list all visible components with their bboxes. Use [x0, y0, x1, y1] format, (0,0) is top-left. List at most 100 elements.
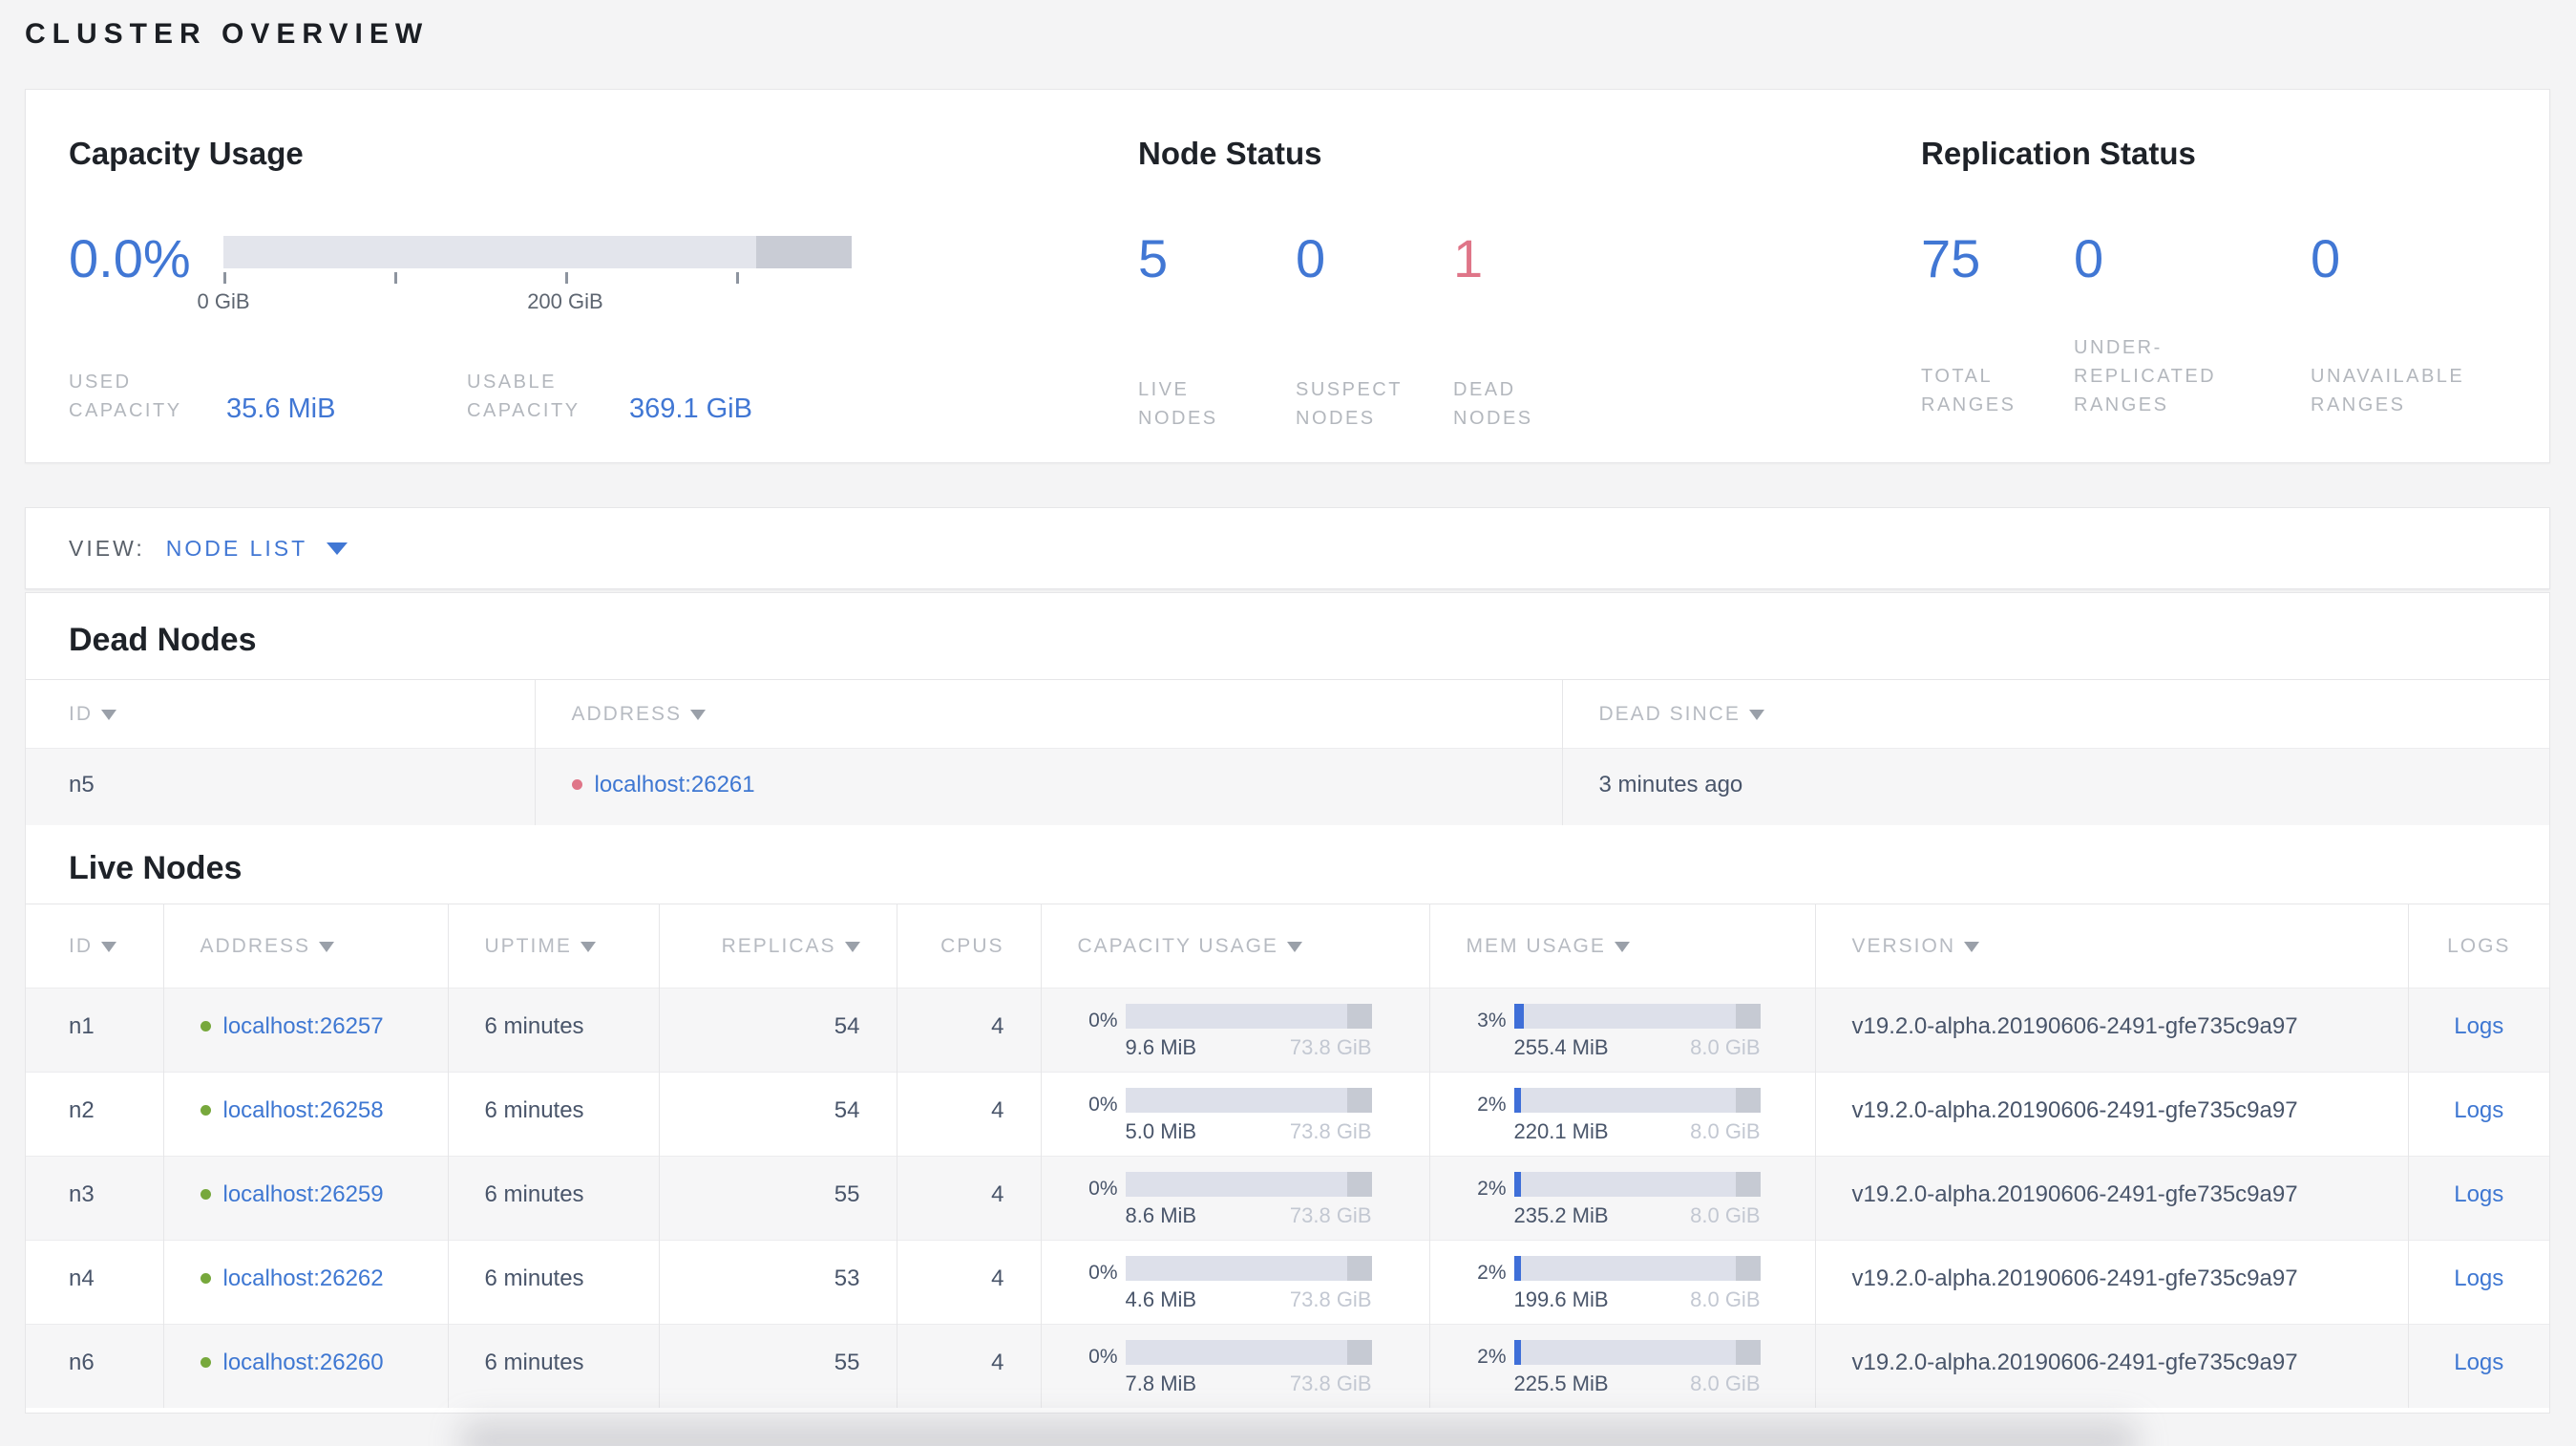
live-node-address-link[interactable]: localhost:26258	[222, 1096, 384, 1123]
live-node-logs-cell: Logs	[2407, 1324, 2549, 1408]
live-node-address-cell: localhost:26259	[162, 1156, 448, 1240]
suspect-nodes-count: 0	[1296, 228, 1326, 288]
capacity-axis-ticks	[223, 272, 852, 287]
axis-tick	[223, 272, 226, 284]
capacity-usage-section: Capacity Usage 0.0% 0 GiB	[26, 90, 1138, 462]
page-title: CLUSTER OVERVIEW	[25, 18, 430, 50]
live-node-cpus: 4	[896, 1240, 1041, 1324]
used-capacity-label: USED CAPACITY	[69, 372, 182, 421]
live-nodes-table: ID ADDRESS UPTIME REPLICAS CPUS CAPACITY…	[26, 904, 2549, 1408]
live-node-address-cell: localhost:26260	[162, 1324, 448, 1408]
axis-tick	[564, 272, 568, 284]
sort-desc-icon	[1964, 941, 1980, 952]
live-col-capacity[interactable]: CAPACITY USAGE	[1040, 904, 1429, 988]
total-ranges-count: 75	[1921, 228, 1981, 288]
view-dropdown[interactable]: NODE LIST	[166, 536, 348, 562]
unavailable-ranges-label: UNAVAILABLE RANGES	[2311, 366, 2465, 415]
sort-desc-icon	[1748, 710, 1764, 720]
live-node-id: n2	[69, 1096, 95, 1123]
live-node-replicas: 54	[658, 988, 897, 1072]
mem-total-value: 8.0 GiB	[1690, 1287, 1761, 1311]
unavailable-ranges-count: 0	[2311, 228, 2341, 288]
axis-tick	[393, 272, 397, 284]
capacity-percent-label: 0%	[1088, 1345, 1118, 1368]
capacity-percent-label: 0%	[1088, 1009, 1118, 1031]
live-col-version[interactable]: VERSION	[1814, 904, 2408, 988]
mem-bar-cap-segment	[1735, 1255, 1761, 1281]
capacity-mini-bar	[1125, 1255, 1372, 1281]
mem-mini-bar	[1513, 1339, 1761, 1365]
node-status-title: Node Status	[1138, 136, 1322, 171]
live-col-replicas[interactable]: REPLICAS	[658, 904, 897, 988]
logs-link[interactable]: Logs	[2454, 1349, 2504, 1375]
axis-tick-label: 0 GiB	[197, 289, 250, 313]
dead-nodes-count: 1	[1453, 228, 1484, 288]
capacity-percent-label: 0%	[1088, 1261, 1118, 1284]
live-col-address[interactable]: ADDRESS	[162, 904, 448, 988]
capacity-total-value: 73.8 GiB	[1289, 1371, 1372, 1395]
logs-link[interactable]: Logs	[2454, 1265, 2504, 1291]
live-node-address-link[interactable]: localhost:26257	[222, 1012, 384, 1039]
live-status-dot-icon	[200, 1020, 211, 1031]
capacity-total-value: 73.8 GiB	[1289, 1202, 1372, 1227]
mem-used-value: 225.5 MiB	[1513, 1371, 1609, 1395]
live-status-dot-icon	[200, 1356, 211, 1368]
live-col-id[interactable]: ID	[26, 904, 163, 988]
mem-used-value: 235.2 MiB	[1513, 1202, 1609, 1227]
logs-link[interactable]: Logs	[2454, 1012, 2504, 1039]
capacity-used-value: 8.6 MiB	[1125, 1202, 1197, 1227]
mem-used-value: 255.4 MiB	[1513, 1034, 1609, 1059]
dead-node-dead-since: 3 minutes ago	[1561, 748, 2549, 825]
live-node-uptime: 6 minutes	[447, 1324, 659, 1408]
sort-desc-icon	[101, 710, 116, 720]
mem-total-value: 8.0 GiB	[1690, 1118, 1761, 1143]
capacity-mini-bar	[1125, 1171, 1372, 1197]
mem-bar-cap-segment	[1735, 1003, 1761, 1029]
replication-status-title: Replication Status	[1921, 136, 2196, 171]
live-col-cpus[interactable]: CPUS	[896, 904, 1041, 988]
live-node-cpus: 4	[896, 1156, 1041, 1240]
live-node-address-link[interactable]: localhost:26259	[222, 1180, 384, 1207]
mem-percent-label: 2%	[1477, 1345, 1507, 1368]
capacity-percent-label: 0%	[1088, 1177, 1118, 1200]
dead-node-address-link[interactable]: localhost:26261	[594, 772, 755, 797]
mem-percent-label: 2%	[1477, 1177, 1507, 1200]
capacity-percent-label: 0%	[1088, 1093, 1118, 1116]
live-node-replicas: 53	[658, 1240, 897, 1324]
live-node-row: n2 localhost:26258 6 minutes 54 4 0% 5.0…	[26, 1072, 2549, 1156]
capacity-bar-cap-segment	[1346, 1255, 1372, 1281]
mem-bar-cap-segment	[1735, 1171, 1761, 1197]
dead-nodes-header-row: ID ADDRESS DEAD SINCE	[26, 679, 2549, 749]
sort-desc-icon	[844, 941, 860, 952]
live-node-logs-cell: Logs	[2407, 1156, 2549, 1240]
live-node-address-link[interactable]: localhost:26260	[222, 1349, 384, 1375]
logs-link[interactable]: Logs	[2454, 1180, 2504, 1207]
live-col-uptime[interactable]: UPTIME	[447, 904, 659, 988]
dead-col-dead-since[interactable]: DEAD SINCE	[1561, 679, 2549, 749]
live-node-mem-cell: 2% 220.1 MiB 8.0 GiB	[1428, 1072, 1815, 1156]
live-node-replicas: 55	[658, 1324, 897, 1408]
logs-link[interactable]: Logs	[2454, 1096, 2504, 1123]
total-ranges-label: TOTAL RANGES	[1921, 366, 2016, 415]
dead-col-id[interactable]: ID	[26, 680, 535, 749]
capacity-bar-cap-segment	[1346, 1087, 1372, 1113]
sort-desc-icon	[101, 941, 116, 952]
mem-bar-cap-segment	[1735, 1339, 1761, 1365]
chevron-down-icon	[327, 542, 348, 555]
live-node-uptime: 6 minutes	[447, 988, 659, 1072]
capacity-usage-bar-chart: 0 GiB 200 GiB	[197, 236, 852, 320]
mem-bar-fill	[1513, 1171, 1522, 1197]
live-node-id: n6	[69, 1349, 95, 1375]
mem-bar-fill	[1513, 1255, 1522, 1281]
dead-col-address[interactable]: ADDRESS	[534, 679, 1562, 749]
axis-tick	[735, 272, 739, 284]
live-node-address-link[interactable]: localhost:26262	[222, 1265, 384, 1291]
live-col-mem[interactable]: MEM USAGE	[1428, 904, 1815, 988]
mem-bar-fill	[1513, 1339, 1522, 1365]
live-node-version: v19.2.0-alpha.20190606-2491-gfe735c9a97	[1814, 1240, 2408, 1324]
under-replicated-ranges-label: UNDER-REPLICATED RANGES	[2074, 337, 2217, 415]
usable-capacity-value: 369.1 GiB	[629, 393, 752, 424]
capacity-mini-bar	[1125, 1003, 1372, 1029]
live-node-id: n1	[69, 1012, 95, 1039]
mem-bar-fill	[1513, 1087, 1522, 1113]
